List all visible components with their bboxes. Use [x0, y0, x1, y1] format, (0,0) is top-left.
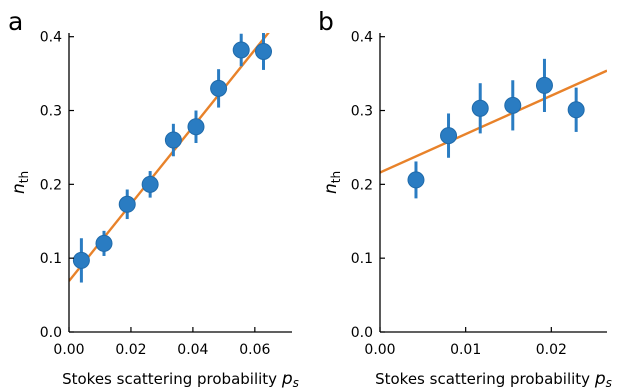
data-point	[118, 195, 136, 213]
y-tick-label: 0.1	[40, 251, 62, 267]
y-tick-label: 0.0	[40, 325, 62, 341]
y-axis-label-symbol: n	[321, 183, 341, 194]
data-point	[164, 131, 182, 149]
x-tick-label: 0.02	[536, 342, 567, 358]
x-axis-label: Stokes scattering probability ps	[62, 369, 299, 390]
chart-panel-b: 0.0 0.1 0.2 0.3 0.4 0.00 0.01 0.02 b nth Stokes sc…	[318, 7, 612, 390]
y-axis-label: nth	[9, 171, 31, 194]
x-axis-label-text: Stokes scattering probability	[375, 370, 595, 388]
data-point	[255, 42, 273, 60]
x-axis-label-symbol: p	[594, 369, 606, 389]
panel-label: a	[8, 7, 23, 36]
y-tick-label: 0.4	[40, 30, 62, 46]
y-tick-label: 0.3	[40, 104, 62, 120]
x-tick-label: 0.00	[364, 342, 395, 358]
x-axis-label-symbol: p	[281, 369, 293, 389]
y-tick-label: 0.2	[351, 177, 373, 193]
x-axis-label-text: Stokes scattering probability	[62, 370, 282, 388]
y-axis-label-symbol: n	[9, 183, 29, 194]
data-point	[504, 96, 522, 114]
panel-label: b	[318, 7, 334, 36]
data-point	[141, 175, 159, 193]
x-tick-label: 0.00	[53, 342, 84, 358]
data-point	[95, 234, 113, 252]
data-point	[535, 76, 553, 94]
x-axis-label-subscript: s	[606, 376, 612, 390]
x-axis-label-subscript: s	[293, 376, 299, 390]
data-point	[210, 79, 228, 97]
y-tick-label: 0.0	[351, 325, 373, 341]
x-tick-label: 0.06	[239, 342, 270, 358]
data-point	[407, 171, 425, 189]
data-point	[567, 101, 585, 119]
x-axis-label: Stokes scattering probability ps	[375, 369, 612, 390]
y-axis-label: nth	[321, 171, 343, 194]
data-point	[440, 127, 458, 145]
fit-line	[380, 69, 607, 174]
y-axis-label-subscript: th	[329, 171, 343, 183]
y-axis-label-subscript: th	[17, 171, 31, 183]
y-tick-label: 0.2	[40, 177, 62, 193]
data-point	[471, 99, 489, 117]
chart-panel-a: 0.0 0.1 0.2 0.3 0.4 0.00 0.02 0.04 0.06 a nth Stoke…	[8, 7, 299, 390]
x-tick-label: 0.01	[450, 342, 481, 358]
y-tick-label: 0.4	[351, 30, 373, 46]
y-tick-label: 0.3	[351, 104, 373, 120]
y-tick-label: 0.1	[351, 251, 373, 267]
x-tick-label: 0.02	[115, 342, 146, 358]
data-point	[232, 41, 250, 59]
data-point	[187, 118, 205, 136]
x-tick-label: 0.04	[177, 342, 208, 358]
data-point	[72, 251, 90, 269]
